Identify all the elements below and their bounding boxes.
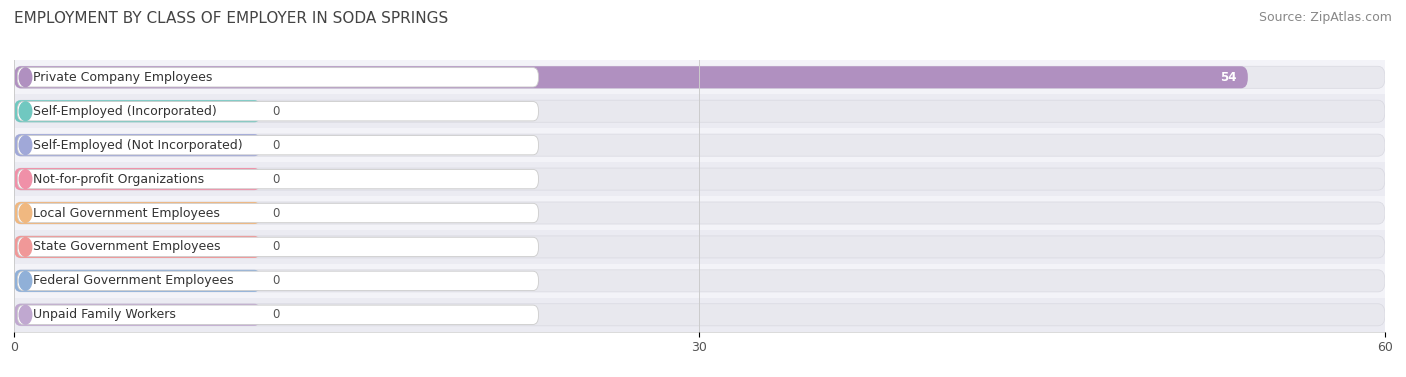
FancyBboxPatch shape [17, 67, 538, 87]
Text: Self-Employed (Incorporated): Self-Employed (Incorporated) [34, 105, 218, 118]
FancyBboxPatch shape [14, 304, 262, 326]
Circle shape [20, 102, 32, 121]
FancyBboxPatch shape [14, 66, 1385, 88]
FancyBboxPatch shape [14, 100, 262, 122]
FancyBboxPatch shape [17, 203, 538, 223]
FancyBboxPatch shape [14, 236, 262, 258]
FancyBboxPatch shape [17, 135, 538, 155]
FancyBboxPatch shape [14, 270, 262, 292]
FancyBboxPatch shape [17, 169, 538, 189]
Circle shape [20, 271, 32, 290]
Bar [14, 162, 1385, 196]
Text: 0: 0 [273, 139, 280, 152]
Circle shape [20, 170, 32, 188]
Text: 0: 0 [273, 105, 280, 118]
Circle shape [20, 136, 32, 155]
FancyBboxPatch shape [14, 236, 1385, 258]
Text: 0: 0 [273, 274, 280, 287]
FancyBboxPatch shape [14, 270, 1385, 292]
Text: Local Government Employees: Local Government Employees [34, 207, 221, 219]
Text: Source: ZipAtlas.com: Source: ZipAtlas.com [1258, 11, 1392, 24]
FancyBboxPatch shape [14, 168, 262, 190]
Text: EMPLOYMENT BY CLASS OF EMPLOYER IN SODA SPRINGS: EMPLOYMENT BY CLASS OF EMPLOYER IN SODA … [14, 11, 449, 26]
Circle shape [20, 238, 32, 256]
Text: Unpaid Family Workers: Unpaid Family Workers [34, 308, 176, 321]
Text: State Government Employees: State Government Employees [34, 241, 221, 253]
FancyBboxPatch shape [17, 237, 538, 257]
Text: 0: 0 [273, 308, 280, 321]
FancyBboxPatch shape [14, 168, 1385, 190]
FancyBboxPatch shape [14, 100, 1385, 122]
Text: 0: 0 [273, 207, 280, 219]
FancyBboxPatch shape [14, 304, 1385, 326]
FancyBboxPatch shape [14, 134, 1385, 156]
Bar [14, 60, 1385, 94]
Circle shape [20, 305, 32, 324]
Circle shape [20, 68, 32, 87]
Text: Not-for-profit Organizations: Not-for-profit Organizations [34, 173, 205, 185]
FancyBboxPatch shape [14, 202, 262, 224]
Circle shape [20, 204, 32, 222]
Text: Self-Employed (Not Incorporated): Self-Employed (Not Incorporated) [34, 139, 243, 152]
Bar [14, 196, 1385, 230]
Bar [14, 264, 1385, 298]
Text: Federal Government Employees: Federal Government Employees [34, 274, 235, 287]
FancyBboxPatch shape [14, 66, 1249, 88]
Bar [14, 230, 1385, 264]
FancyBboxPatch shape [14, 134, 262, 156]
FancyBboxPatch shape [14, 202, 1385, 224]
FancyBboxPatch shape [17, 271, 538, 291]
Text: 0: 0 [273, 173, 280, 185]
Text: Private Company Employees: Private Company Employees [34, 71, 212, 84]
FancyBboxPatch shape [17, 305, 538, 325]
Bar [14, 298, 1385, 332]
FancyBboxPatch shape [17, 101, 538, 121]
Text: 0: 0 [273, 241, 280, 253]
Bar [14, 128, 1385, 162]
Text: 54: 54 [1220, 71, 1236, 84]
Bar [14, 94, 1385, 128]
